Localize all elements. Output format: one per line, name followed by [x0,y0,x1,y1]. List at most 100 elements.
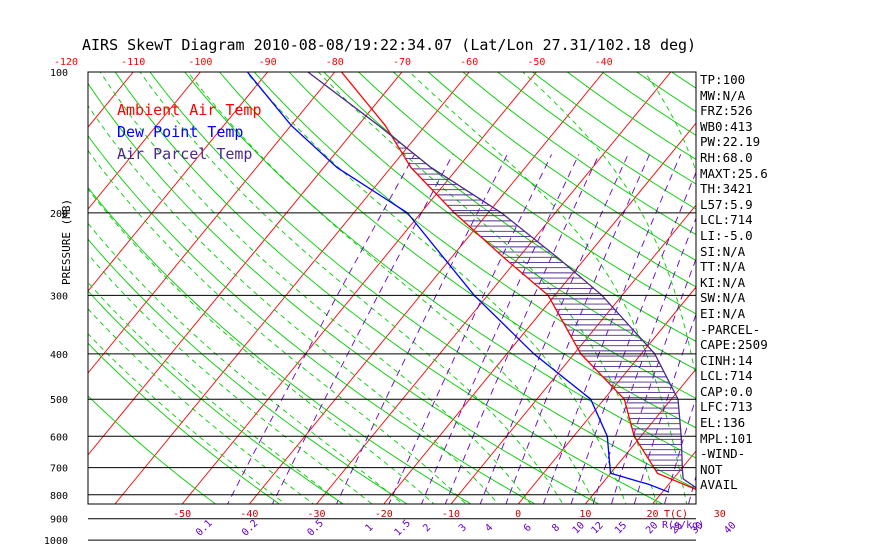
isotherm-line [316,72,672,504]
stat-line: LCL:714 [700,368,753,384]
stat-line: MW:N/A [700,87,746,103]
dry-adiabat [114,72,664,504]
bottom-temp-tick-label: 30 [714,509,726,520]
top-temp-tick-label: -40 [595,57,613,68]
moist-adiabat [88,253,373,504]
dry-adiabat [88,342,281,504]
pressure-tick-label: 600 [50,432,68,443]
dry-adiabat [88,82,600,504]
mixing-ratio-tick-label: 1 [363,522,375,534]
pressure-tick-label: 200 [50,209,68,220]
dry-adiabat [288,72,696,371]
dew-point-line [246,72,670,493]
moist-adiabat [522,72,696,380]
stat-line: NOT [700,461,723,477]
bottom-temp-tick-label: -10 [442,509,460,520]
top-temp-tick-label: -120 [54,57,78,68]
bottom-temp-tick-label: -20 [375,509,393,520]
mixing-ratio-tick-label: 10 [571,520,587,536]
stat-line: -WIND- [700,446,746,462]
mixing-ratio-line [420,154,580,504]
stat-line: AVAIL [700,477,738,493]
dry-adiabat [184,72,696,459]
plot-frame [87,71,697,505]
pressure-tick-label: 900 [50,515,68,526]
stat-line: SW:N/A [700,290,746,306]
bottom-temp-unit: T(C) [664,509,688,520]
bottom-temp-tick-label: -30 [308,509,326,520]
parcel-temp-line [307,72,696,489]
isotherm-line [88,72,268,292]
stats-panel: TP:100 MW:N/A FRZ:526 WB0:413 PW:22.19 RH:68.… [700,72,768,493]
mixing-ratio-line [388,154,553,504]
mixing-ratio-tick-label: 0.1 [194,518,215,539]
mixing-ratio-line [542,154,682,504]
stat-line: LFC:713 [700,399,753,415]
dry-adiabat [323,72,696,342]
isotherm-line [88,72,201,210]
dry-adiabat [88,135,536,504]
top-temp-tick-label: -90 [259,57,277,68]
bottom-temp-tick-label: 10 [579,509,591,520]
stat-line: TH:3421 [700,181,753,197]
dry-adiabat [776,72,870,550]
stat-line: WB0:413 [700,118,753,134]
moist-adiabat [88,333,287,504]
stat-line: TT:N/A [700,259,746,275]
top-temp-tick-label: -70 [393,57,411,68]
pressure-tick-label: 300 [50,291,68,302]
top-temp-tick-label: -60 [460,57,478,68]
stat-line: CAPE:2509 [700,337,768,353]
legend-parcel: Air Parcel Temp [117,145,253,163]
mixing-ratio-tick-label: 8 [550,522,562,534]
moist-adiabat [88,188,435,504]
isotherm-line [383,122,696,504]
moist-adiabat [88,308,315,504]
pressure-tick-label: 100 [50,68,68,79]
pressure-tick-label: 400 [50,350,68,361]
isotherm-line [517,286,696,504]
dry-adiabat [358,72,696,315]
dry-adiabat [253,72,696,399]
top-temp-tick-label: -100 [188,57,212,68]
stat-line: EI:N/A [700,305,746,321]
pressure-tick-label: 700 [50,464,68,475]
dry-adiabat [393,72,696,288]
legend-ambient: Ambient Air Temp [117,101,262,119]
isotherm-line [787,72,870,504]
mixing-ratio-tick-label: 4 [483,522,495,534]
stat-line: MAXT:25.6 [700,165,768,181]
moist-adiabat [88,222,404,504]
moist-adiabat [88,281,343,504]
isotherm-line [249,72,604,504]
mixing-ratio-tick-label: 3 [457,522,469,534]
stat-line: -PARCEL- [700,321,761,337]
mixing-ratio-tick-label: 0.2 [240,518,261,539]
chart-title: AIRS SkewT Diagram 2010-08-08/19:22:34.0… [82,36,697,54]
moist-adiabat [139,72,564,504]
bottom-temp-tick-label: 0 [515,509,521,520]
stat-line: RH:68.0 [700,149,753,165]
moist-adiabat [187,72,596,504]
isotherm-line [88,72,336,374]
stat-line: EL:136 [700,415,746,431]
dry-adiabat [88,186,472,504]
bottom-temp-tick-label: -50 [173,509,191,520]
mixing-ratio-line [570,171,696,504]
mixing-ratio-tick-label: 0.5 [305,518,326,539]
dry-adiabat [88,238,408,504]
isotherm-line [450,204,696,504]
moist-adiabat [88,149,467,504]
dry-adiabat [462,72,696,236]
stat-line: L57:5.9 [700,196,753,212]
dry-adiabat [149,72,696,490]
stat-line: KI:N/A [700,274,746,290]
dry-adiabat [88,395,217,504]
top-temp-tick-label: -80 [326,57,344,68]
mixing-ratio-line [227,154,415,504]
isotherm-line [181,72,537,504]
mixing-ratio-line [505,154,650,504]
y-axis-label: PRESSURE (MB) [60,198,73,285]
mixing-ratio-tick-label: 6 [522,522,534,534]
stat-line: MPL:101 [700,430,753,446]
